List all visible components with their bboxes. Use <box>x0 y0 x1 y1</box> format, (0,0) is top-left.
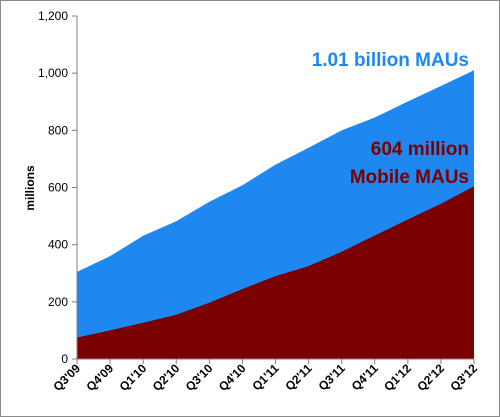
x-tick-label: Q2'11 <box>282 361 314 393</box>
y-tick-label: 1,200 <box>38 9 68 23</box>
y-tick-label: 1,000 <box>38 66 68 80</box>
y-axis-label: millions <box>23 165 37 211</box>
x-tick-label: Q3'12 <box>447 361 480 394</box>
y-tick-label: 200 <box>48 295 68 309</box>
mobile-mau-annotation-line2: Mobile MAUs <box>350 167 469 188</box>
x-tick-label: Q3'11 <box>316 361 348 393</box>
axes-group <box>72 15 475 364</box>
y-tick-label: 600 <box>48 181 68 195</box>
y-tick-label: 400 <box>48 238 68 252</box>
x-tick-label: Q2'10 <box>150 361 183 394</box>
mobile-mau-annotation-line1: 604 million <box>371 139 469 160</box>
x-tick-label: Q1'11 <box>249 361 281 393</box>
x-tick-label: Q4'09 <box>84 361 117 394</box>
x-tick-label: Q4'10 <box>216 361 249 394</box>
y-tick-label: 800 <box>48 123 68 137</box>
area-series-group <box>77 70 474 359</box>
x-tick-label: Q4'11 <box>349 361 381 393</box>
y-tick-labels: 0 200 400 600 800 1,000 1,200 <box>38 9 68 366</box>
x-tick-label: Q1'12 <box>381 361 414 394</box>
x-tick-label: Q1'10 <box>117 361 150 394</box>
x-tick-label: Q3'10 <box>183 361 216 394</box>
total-mau-annotation: 1.01 billion MAUs <box>312 50 469 71</box>
y-tick-label: 0 <box>61 352 68 366</box>
x-tick-labels: Q3'09 Q4'09 Q1'10 Q2'10 Q3'10 Q4'10 Q1'11 Q2'11… <box>50 361 480 394</box>
area-series-1 <box>77 186 474 359</box>
x-tick-label: Q2'12 <box>414 361 447 394</box>
